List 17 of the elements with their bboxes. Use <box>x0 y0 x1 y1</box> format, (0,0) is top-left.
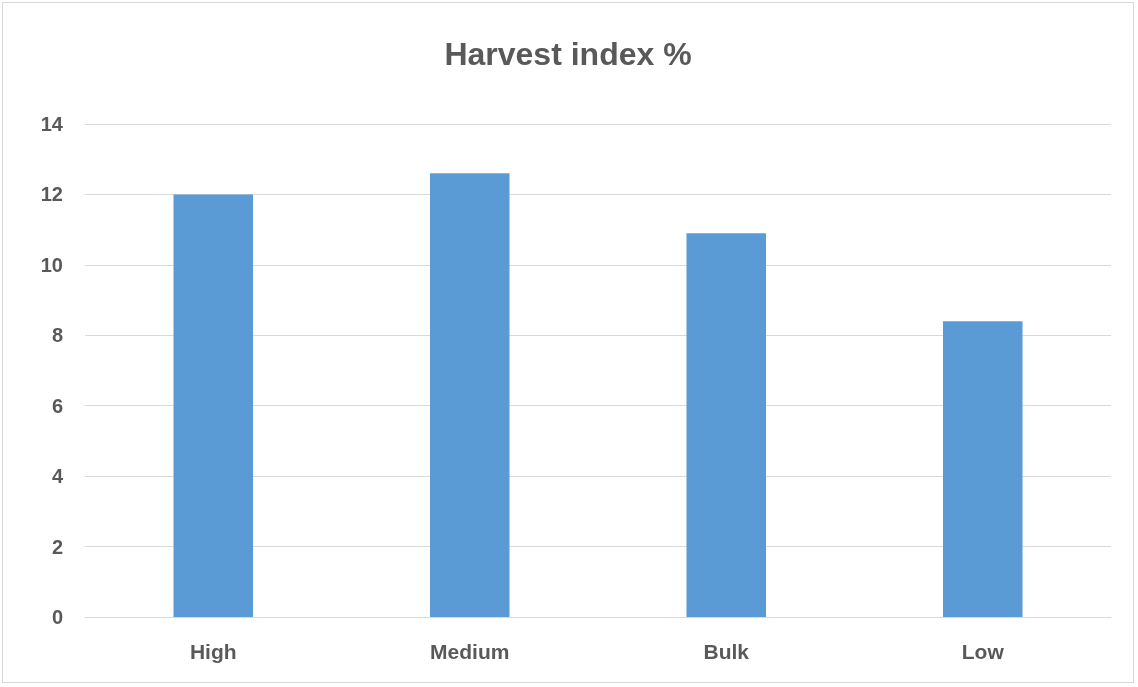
y-tick-label: 4 <box>51 465 64 488</box>
bar <box>173 194 254 617</box>
bar <box>686 233 767 617</box>
x-tick-label: Bulk <box>703 640 750 663</box>
bar <box>942 321 1023 617</box>
x-tick-label: Low <box>961 640 1005 663</box>
chart-title: Harvest index % <box>444 36 692 72</box>
x-tick-label: Medium <box>430 640 510 663</box>
y-tick-label: 8 <box>51 324 63 347</box>
y-tick-label: 2 <box>51 535 63 558</box>
y-tick-label: 6 <box>51 394 63 417</box>
x-tick-label: High <box>189 640 237 663</box>
y-tick-label: 0 <box>51 606 63 628</box>
y-tick-label: 12 <box>40 183 63 206</box>
y-tick-label: 14 <box>40 113 64 135</box>
y-tick-label: 10 <box>40 253 63 276</box>
bar <box>429 173 510 617</box>
